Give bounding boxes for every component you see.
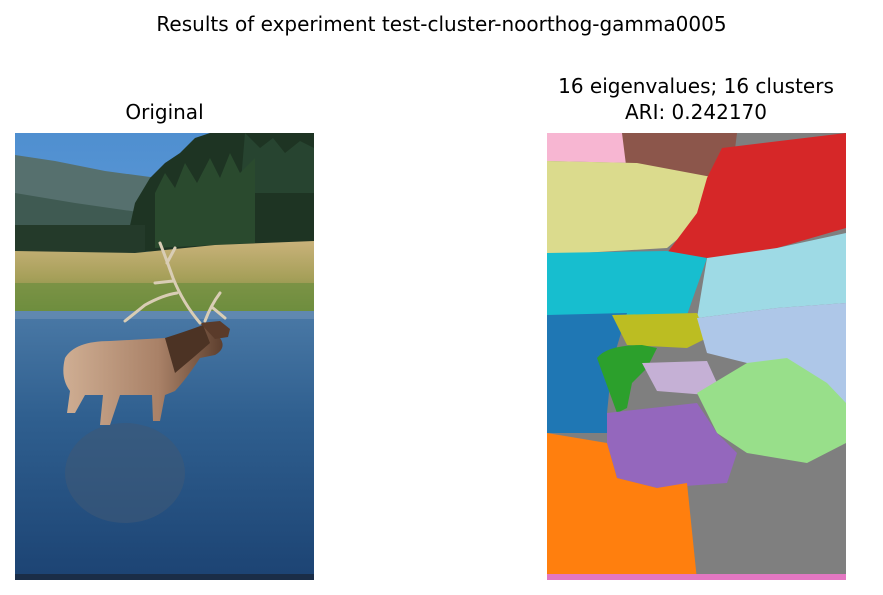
segmentation-panel-title: 16 eigenvalues; 16 clusters ARI: 0.24217…	[500, 73, 883, 125]
segmentation-title-line2: ARI: 0.242170	[624, 100, 767, 124]
original-panel-title: Original	[125, 100, 204, 124]
segmentation-map	[547, 133, 846, 580]
segmentation-title-line1: 16 eigenvalues; 16 clusters	[558, 74, 834, 98]
figure-suptitle: Results of experiment test-cluster-noort…	[156, 12, 727, 36]
original-photo	[15, 133, 314, 580]
